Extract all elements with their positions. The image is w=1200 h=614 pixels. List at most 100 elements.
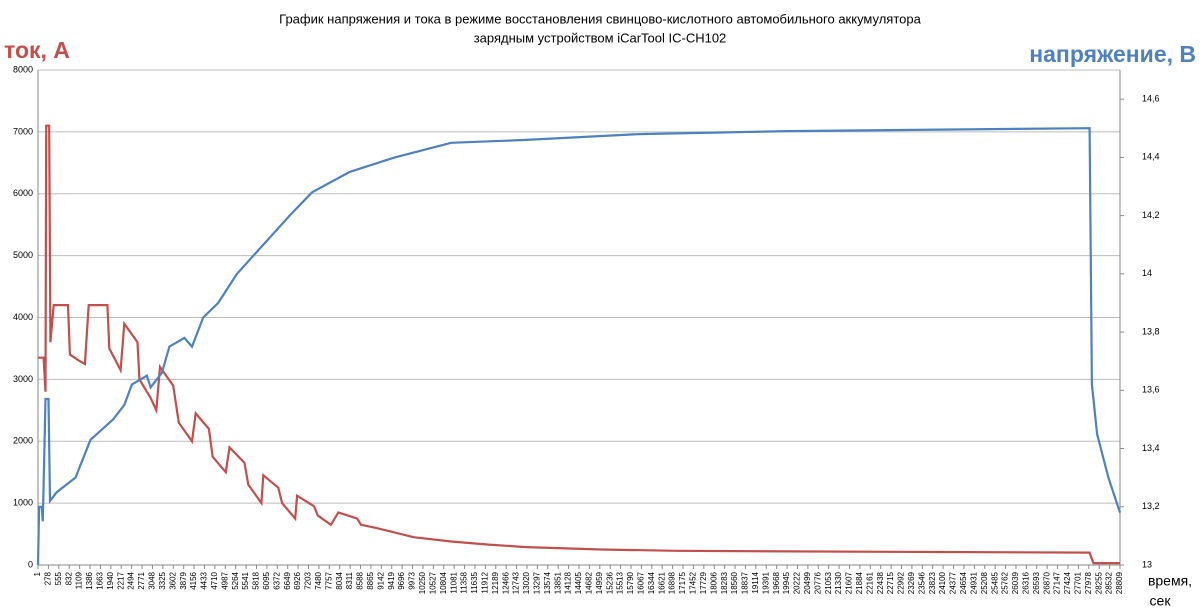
x-tick-label: 21607 [845,571,854,594]
x-tick-label: 16621 [657,571,666,594]
x-tick-label: 12743 [512,571,521,594]
x-tick-label: 6372 [272,571,281,589]
y-tick-label: 0 [28,559,33,569]
x-tick-label: 7757 [324,571,333,589]
x-tick-label: 9973 [408,571,417,589]
x-tick-label: 24377 [949,571,958,594]
y-tick-label: 4000 [13,312,33,322]
x-tick-label: 27978 [1084,571,1093,594]
y2-tick-label: 14 [1142,268,1152,278]
x-tick-label: 2217 [116,571,125,589]
y-tick-label: 1000 [13,498,33,508]
x-tick-label: 8865 [366,571,375,589]
x-tick-label: 22992 [897,571,906,594]
y-axis-label: ток, А [4,37,70,63]
y-tick-label: 3000 [13,374,33,384]
x-tick-label: 16067 [637,571,646,594]
x-tick-label: 14682 [585,571,594,594]
x-tick-label: 28809 [1115,571,1124,594]
x-tick-label: 15236 [605,571,614,594]
x-tick-label: 8311 [345,571,354,589]
x-tick-label: 13020 [522,571,531,594]
x-tick-label: 14959 [595,571,604,594]
x-tick-label: 1663 [96,571,105,589]
x-tick-label: 18283 [720,571,729,594]
y-tick-label: 2000 [13,436,33,446]
x-tick-label: 27701 [1073,571,1082,594]
x-tick-label: 14128 [564,571,573,594]
x-tick-label: 6649 [283,571,292,589]
x-tick-label: 20499 [803,571,812,594]
x-tick-label: 10250 [418,571,427,594]
x-tick-label: 832 [64,571,73,585]
x-axis-label: сек [1150,593,1172,609]
y2-tick-label: 13,8 [1142,326,1160,336]
x-tick-label: 7203 [304,571,313,589]
x-tick-label: 11912 [480,571,489,593]
x-tick-label: 19668 [772,571,781,594]
x-tick-label: 26039 [1011,571,1020,594]
x-tick-label: 17452 [689,571,698,594]
x-tick-label: 13297 [532,571,541,594]
x-tick-label: 13851 [553,571,562,594]
x-tick-label: 8034 [335,571,344,589]
x-tick-label: 28532 [1105,571,1114,594]
x-tick-label: 4987 [220,571,229,589]
x-tick-label: 6095 [262,571,271,589]
x-tick-label: 4156 [189,571,198,589]
x-tick-label: 5264 [231,571,240,589]
x-tick-label: 5541 [241,571,250,589]
chart-subtitle: зарядным устройством iCarTool IC-CH102 [474,30,727,45]
x-tick-label: 22161 [865,571,874,594]
x-tick-label: 23823 [928,571,937,594]
x-tick-label: 1109 [75,571,84,589]
x-tick-label: 15790 [626,571,635,594]
x-tick-label: 26316 [1021,571,1030,594]
x-tick-label: 9142 [376,571,385,589]
x-tick-label: 16344 [647,571,656,594]
x-tick-label: 9419 [387,571,396,589]
x-tick-label: 1386 [85,571,94,589]
x-tick-label: 14405 [574,571,583,594]
y2-tick-label: 14,4 [1142,152,1160,162]
data-line [36,127,1122,566]
data-line [38,124,1120,565]
x-tick-label: 16898 [668,571,677,594]
y-tick-label: 7000 [13,126,33,136]
x-tick-label: 27424 [1063,571,1072,594]
x-tick-label: 23546 [917,571,926,594]
x-tick-label: 278 [44,571,53,585]
x-tick-label: 12466 [501,571,510,594]
x-tick-label: 18560 [730,571,739,594]
x-tick-label: 20776 [813,571,822,594]
x-tick-label: 3048 [148,571,157,589]
x-tick-label: 11358 [460,571,469,593]
y2-tick-label: 13,4 [1142,443,1160,453]
y2-tick-label: 13,6 [1142,385,1160,395]
x-tick-label: 1940 [106,571,115,589]
x-tick-label: 1 [33,571,42,576]
x-tick-label: 21053 [824,571,833,594]
x-tick-label: 10804 [439,571,448,594]
x-tick-label: 24100 [938,571,947,594]
x-tick-label: 3325 [158,571,167,589]
x-tick-label: 12189 [491,571,500,594]
x-tick-label: 26593 [1032,571,1041,594]
y2-tick-label: 13 [1142,559,1152,569]
x-tick-label: 21884 [855,571,864,594]
x-tick-label: 17175 [678,571,687,594]
x-tick-label: 22715 [886,571,895,594]
x-axis-label: время, [1148,573,1192,589]
y2-tick-label: 14,2 [1142,210,1160,220]
x-tick-label: 2494 [127,571,136,589]
x-tick-label: 18006 [709,571,718,594]
chart-title: График напряжения и тока в режиме восста… [279,11,921,26]
x-tick-label: 10527 [428,571,437,594]
x-tick-label: 26870 [1042,571,1051,594]
x-tick-label: 13574 [543,571,552,594]
x-tick-label: 3602 [168,571,177,589]
x-tick-label: 6926 [293,571,302,589]
x-tick-label: 25762 [1001,571,1010,594]
